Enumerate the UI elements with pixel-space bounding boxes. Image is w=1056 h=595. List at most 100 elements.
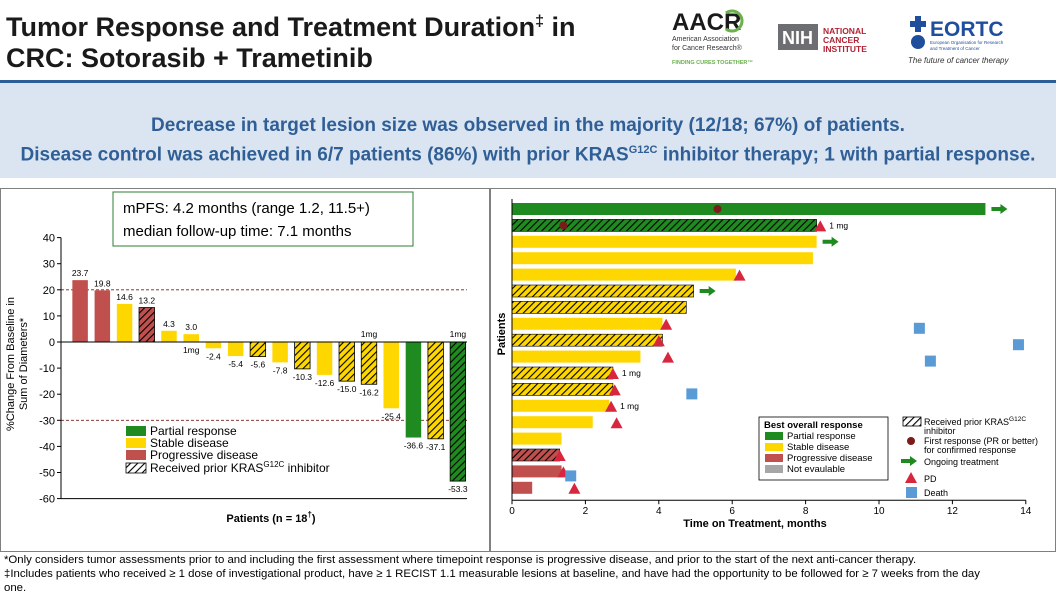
waterfall-bar [272, 342, 288, 363]
legend-label-prior-kras: Received prior KRASG12C inhibitor [150, 460, 330, 475]
swimmer-x-tick-label: 14 [1020, 506, 1032, 517]
aacr-logo-swoosh [725, 9, 744, 33]
swimmer-legend-prior-kras-line2: inhibitor [924, 426, 956, 436]
waterfall-bar [116, 303, 133, 342]
footnote-2: ‡Includes patients who received ≥ 1 dose… [4, 568, 980, 580]
pd-marker [606, 368, 619, 379]
waterfall-dose-note: 1mg [183, 345, 200, 355]
footnotes: *Only considers tumor assessments prior … [4, 553, 1052, 595]
waterfall-dose-note: 1mg [361, 329, 378, 339]
swimmer-legend-swatch-stable [765, 443, 783, 451]
legend-label-partial: Partial response [150, 424, 237, 438]
waterfall-bar-value-label: -25.4 [382, 411, 402, 421]
eortc-logo-wordmark: EORTC [930, 18, 1004, 41]
nih-logo-line1: NATIONAL [823, 26, 866, 36]
nih-logo-badge [778, 24, 818, 50]
first-response-marker [559, 221, 568, 230]
nih-logo-line2: CANCER [823, 35, 859, 45]
swimmer-panel: 1 mg 1 mg 1 mg 0 2 4 6 8 10 12 14 Patients Time o… [490, 188, 1056, 552]
legend-label-stable: Stable disease [150, 436, 229, 450]
waterfall-bar-value-label: -5.4 [228, 359, 243, 369]
swimmer-bar [512, 399, 610, 412]
pd-marker [610, 417, 623, 429]
swimmer-bar-hatch [511, 284, 694, 298]
pd-marker [608, 384, 621, 396]
stats-median-follow-up: median follow-up time: 7.1 months [123, 223, 351, 240]
header-rule [0, 80, 1056, 83]
swimmer-legend-swatch-partial [765, 432, 783, 440]
waterfall-bar-hatch [249, 341, 267, 358]
swimmer-dose-note: 1 mg [622, 368, 641, 378]
waterfall-y-tick-label: -50 [39, 468, 55, 480]
pd-marker [553, 450, 566, 461]
swimmer-xlabel: Time on Treatment, months [683, 518, 826, 530]
waterfall-bar [161, 330, 177, 342]
pd-marker [660, 318, 673, 330]
waterfall-bar-value-label: -2.4 [206, 351, 221, 361]
pd-triangle-icon [905, 472, 917, 483]
swimmer-bar-hatch [511, 448, 561, 462]
death-marker [924, 355, 936, 367]
waterfall-y-tick-label: 40 [43, 233, 55, 245]
swimmer-bar [512, 350, 641, 363]
waterfall-bar [227, 342, 244, 357]
swimmer-x-tick-label: 2 [583, 506, 589, 517]
swimmer-bar [512, 203, 986, 215]
legend-prior-kras-sup: G12C [263, 460, 284, 469]
nih-logo-wordmark: NIH [782, 28, 813, 48]
legend-prior-kras-main: Received prior KRAS [150, 461, 263, 475]
footnote-3: one. [4, 582, 27, 594]
stats-mpfs: mPFS: 4.2 months (range 1.2, 11.5+) [123, 200, 370, 217]
sponsor-logos: AACR American Association for Cancer Res… [672, 9, 1010, 66]
swimmer-x-tick-label: 12 [947, 506, 959, 517]
pd-marker [568, 482, 581, 494]
swimmer-chart: 1 mg 1 mg 1 mg 0 2 4 6 8 10 12 14 Patients Time o… [496, 199, 1038, 530]
swimmer-legend-prior-kras-main: Received prior KRAS [924, 417, 1009, 427]
swimmer-legend-first-response-line2: for confirmed response [924, 445, 1016, 455]
waterfall-bar-value-label: -36.6 [404, 441, 424, 451]
legend-swatch-partial [126, 426, 146, 436]
first-response-marker [713, 205, 722, 213]
banner-line2-suffix: inhibitor therapy; 1 with partial respon… [657, 144, 1036, 166]
waterfall-bar-value-label: -5.6 [251, 360, 266, 370]
title-line1: Tumor Response and Treatment Duration [6, 12, 536, 42]
swimmer-bar [512, 317, 663, 330]
waterfall-bar [316, 342, 333, 375]
waterfall-bar-value-label: -7.8 [273, 365, 288, 375]
ongoing-arrow-marker [699, 286, 716, 296]
swimmer-legend-prior-kras-sup: G12C [1009, 416, 1026, 423]
waterfall-chart: 23.7 19.8 14.6 13.2 4.3 3.0 1mg -2.4 -5.4 -5.6 -7.… [5, 191, 468, 525]
nih-logo: NIH NATIONAL CANCER INSTITUTE [778, 24, 867, 54]
waterfall-y-tick-label: 10 [43, 311, 55, 323]
aacr-logo-line1: American Association [672, 36, 739, 43]
death-marker [1012, 339, 1024, 351]
waterfall-bar-value-label: -37.1 [426, 442, 446, 452]
eortc-logo: EORTC European Organisation for Research… [908, 16, 1010, 65]
waterfall-bar [205, 342, 222, 349]
swimmer-bar-hatch [511, 301, 687, 314]
swimmer-legend-swatch-progressive [765, 454, 783, 462]
swimmer-legend-label-partial: Partial response [787, 431, 856, 442]
eortc-logo-tagline: The future of cancer therapy [908, 56, 1010, 65]
swimmer-legend-label-stable: Stable disease [787, 442, 849, 453]
death-marker [686, 388, 698, 400]
ongoing-arrow-marker [991, 204, 1008, 214]
waterfall-bar-hatch [138, 307, 155, 343]
waterfall-bar [383, 342, 399, 409]
swimmer-bar [512, 416, 593, 429]
waterfall-bar-value-label: -15.0 [337, 384, 357, 394]
aacr-logo-tagline: FINDING CURES TOGETHER™ [672, 60, 753, 66]
swimmer-legend-prior-kras: Received prior KRASG12C [924, 416, 1026, 427]
swimmer-legend-title: Best overall response [764, 420, 863, 431]
waterfall-bar-value-label: 13.2 [139, 296, 156, 306]
ongoing-arrow-marker [822, 236, 839, 247]
swimmer-bar [512, 268, 736, 281]
eortc-logo-circle [911, 35, 925, 49]
waterfall-y-tick-label: 30 [43, 259, 55, 271]
swimmer-legend-pd: PD [924, 474, 937, 484]
swimmer-x-tick-label: 4 [656, 506, 662, 517]
pd-marker [652, 335, 665, 347]
footnote-1: *Only considers tumor assessments prior … [4, 554, 917, 566]
legend-swatch-stable [126, 438, 146, 448]
banner-line2-prefix: Disease control was achieved in 6/7 pati… [20, 144, 629, 166]
